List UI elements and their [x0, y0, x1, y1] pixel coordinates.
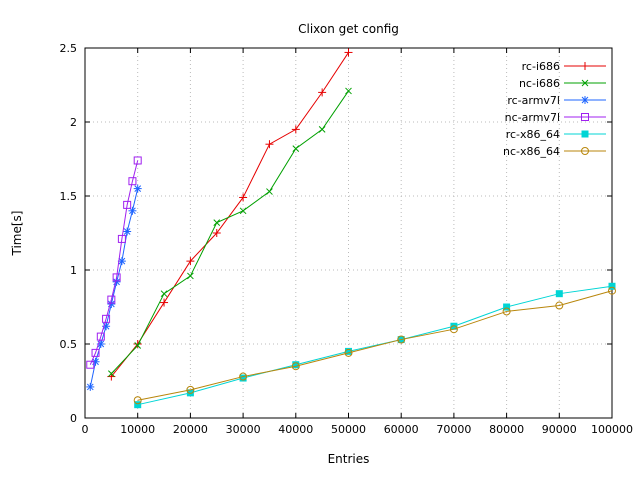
marker [239, 372, 248, 381]
marker [186, 385, 195, 394]
marker [318, 126, 326, 133]
marker [133, 396, 142, 405]
marker [118, 257, 126, 265]
series-line [137, 285, 613, 406]
marker [581, 79, 589, 87]
legend-label: rc-x86_64 [506, 128, 560, 141]
marker [266, 188, 273, 195]
x-tick-label: 0 [82, 423, 89, 436]
series-line [110, 90, 349, 374]
x-axis-label: Entries [327, 452, 370, 466]
marker [134, 401, 142, 409]
marker [581, 96, 589, 104]
marker [86, 383, 94, 391]
marker [555, 301, 564, 310]
marker [107, 370, 115, 377]
marker [117, 234, 126, 243]
y-tick-label: 1.5 [60, 190, 78, 203]
x-tick-label: 50000 [331, 423, 366, 436]
legend-label: nc-armv7l [505, 111, 560, 124]
series-rc-armv7l [86, 184, 142, 391]
marker [102, 314, 111, 323]
marker [581, 147, 589, 155]
x-tick-label: 20000 [173, 423, 208, 436]
marker [133, 156, 142, 165]
marker [123, 228, 131, 235]
marker [581, 130, 589, 138]
y-tick-label: 2 [70, 116, 77, 129]
marker [186, 389, 194, 397]
marker [608, 286, 616, 295]
series-line [110, 52, 349, 377]
marker [129, 207, 136, 215]
marker [608, 282, 616, 290]
marker [112, 273, 121, 282]
marker [292, 145, 300, 152]
marker [102, 322, 110, 330]
marker [345, 347, 352, 355]
marker [86, 360, 95, 369]
series-nc-armv7l [86, 156, 142, 369]
legend-label: rc-i686 [522, 60, 560, 73]
y-tick-label: 0 [70, 412, 77, 425]
axis-ticks [84, 47, 613, 419]
marker [107, 295, 116, 304]
x-tick-label: 60000 [384, 423, 419, 436]
marker [291, 362, 300, 371]
series-nc-x86_64 [133, 286, 616, 405]
x-tick-label: 40000 [278, 423, 313, 436]
y-axis-label: Time[s] [10, 210, 24, 256]
marker [134, 342, 142, 349]
legend-label: rc-armv7l [507, 94, 560, 107]
marker [187, 272, 194, 280]
marker [292, 361, 300, 369]
series-rc-i686 [107, 48, 353, 381]
x-tick-label: 30000 [226, 423, 261, 436]
legend-label: nc-i686 [519, 77, 560, 90]
y-tick-label: 0.5 [60, 338, 78, 351]
series-line [137, 290, 613, 401]
x-tick-label: 10000 [120, 423, 155, 436]
marker [450, 322, 458, 330]
marker [449, 325, 458, 334]
y-tick-label: 1 [70, 264, 77, 277]
marker [555, 290, 563, 298]
marker [160, 290, 168, 298]
marker [397, 335, 406, 344]
marker [128, 177, 137, 186]
marker [96, 332, 105, 341]
marker [123, 200, 132, 209]
legend-label: nc-x86_64 [503, 145, 560, 158]
series-line [89, 188, 139, 388]
x-tick-label: 100000 [591, 423, 633, 436]
x-tick-label: 90000 [542, 423, 577, 436]
marker [502, 307, 511, 316]
marker [134, 185, 142, 192]
marker [91, 348, 100, 357]
marker [344, 348, 353, 357]
series-nc-i686 [107, 87, 352, 377]
chart-title: Clixon get config [298, 22, 399, 36]
marker [503, 303, 511, 311]
y-tick-label: 2.5 [60, 42, 78, 55]
marker [213, 219, 221, 226]
marker [239, 207, 247, 215]
legend [564, 62, 606, 155]
marker [581, 113, 589, 121]
marker [345, 87, 352, 95]
series-line [89, 160, 139, 365]
x-tick-label: 70000 [436, 423, 471, 436]
series-rc-x86_64 [134, 282, 616, 409]
x-tick-label: 80000 [489, 423, 524, 436]
marker [239, 374, 247, 382]
marker [97, 340, 105, 348]
